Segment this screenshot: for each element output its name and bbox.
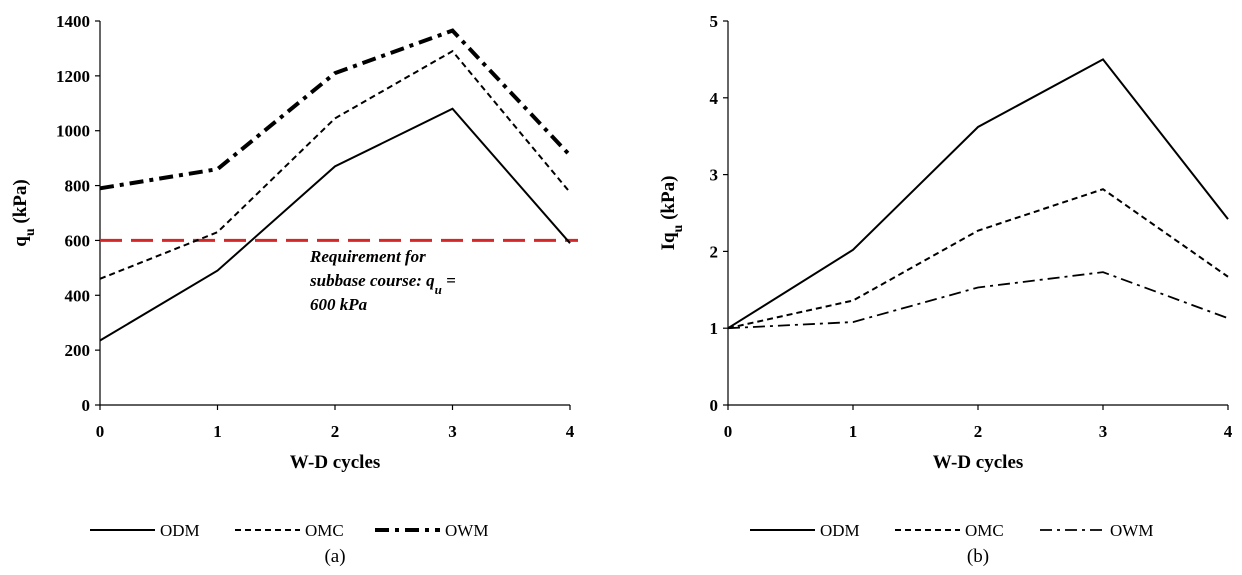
x-tick-label: 2 — [331, 422, 340, 441]
legend-label-omc: OMC — [305, 521, 344, 540]
panel-caption: (a) — [324, 546, 345, 567]
x-tick-label: 3 — [1099, 422, 1108, 441]
y-tick-label: 1000 — [56, 122, 90, 141]
y-tick-label: 1200 — [56, 67, 90, 86]
x-tick-label: 0 — [96, 422, 105, 441]
series-line-omc — [727, 188, 1229, 330]
legend-label-owm: OWM — [1110, 521, 1153, 540]
y-axis-title-unit: (kPa) — [10, 179, 31, 228]
annotation-line-2-suffix: = — [442, 271, 456, 290]
annotation-line-2-subscript: u — [435, 282, 442, 297]
y-tick-label: 1400 — [56, 12, 90, 31]
annotation-line-2-text: subbase course: q — [309, 271, 435, 290]
x-tick-label: 4 — [1224, 422, 1233, 441]
y-tick-label: 400 — [65, 286, 91, 305]
y-tick-label: 3 — [710, 166, 719, 185]
y-axis-title-main: Iq — [658, 232, 679, 250]
panel-caption: (b) — [967, 546, 989, 567]
y-axis-title-unit: (kPa) — [658, 176, 679, 225]
annotation-line-1: Requirement for — [309, 247, 426, 266]
chart-panel-b: 0 1 2 3 4 5 0 1 2 3 4 W-D cycles Iqu (kPa) ODM OMC OWM (… — [658, 12, 1233, 567]
legend-label-odm: ODM — [820, 521, 860, 540]
annotation-line-3: 600 kPa — [310, 295, 368, 314]
x-tick-label: 4 — [566, 422, 575, 441]
y-axis-title: qu (kPa) — [10, 179, 38, 246]
y-tick-label: 0 — [82, 396, 91, 415]
y-tick-label: 1 — [710, 319, 719, 338]
y-tick-label: 800 — [65, 177, 91, 196]
x-tick-label: 2 — [974, 422, 983, 441]
y-axis-title-main: q — [10, 236, 31, 247]
series-line-omc — [99, 49, 571, 280]
x-tick-label: 1 — [849, 422, 858, 441]
y-tick-label: 5 — [710, 12, 719, 31]
y-tick-label: 4 — [710, 89, 719, 108]
legend-label-omc: OMC — [965, 521, 1004, 540]
annotation-line-2: subbase course: qu = — [309, 271, 456, 297]
y-axis-title-subscript: u — [23, 228, 38, 236]
y-tick-label: 2 — [710, 242, 719, 261]
y-axis-title-subscript: u — [671, 224, 686, 232]
legend-label-owm: OWM — [445, 521, 488, 540]
series-line-owm — [99, 28, 572, 191]
y-tick-label: 200 — [65, 341, 91, 360]
series-line-odm — [99, 107, 571, 342]
y-tick-label: 0 — [710, 396, 719, 415]
x-tick-label: 0 — [724, 422, 733, 441]
x-axis-title: W-D cycles — [933, 452, 1024, 473]
y-tick-label: 600 — [65, 231, 91, 250]
x-axis-title: W-D cycles — [290, 452, 381, 473]
legend-label-odm: ODM — [160, 521, 200, 540]
series-line-owm — [727, 271, 1229, 330]
x-tick-label: 3 — [448, 422, 457, 441]
y-axis-title: Iqu (kPa) — [658, 176, 686, 251]
series-line-odm — [727, 58, 1229, 330]
chart-panel-a: 0 200 400 600 800 1000 1200 1400 0 1 2 3 4 W-D cycles… — [10, 12, 578, 567]
x-tick-label: 1 — [213, 422, 222, 441]
